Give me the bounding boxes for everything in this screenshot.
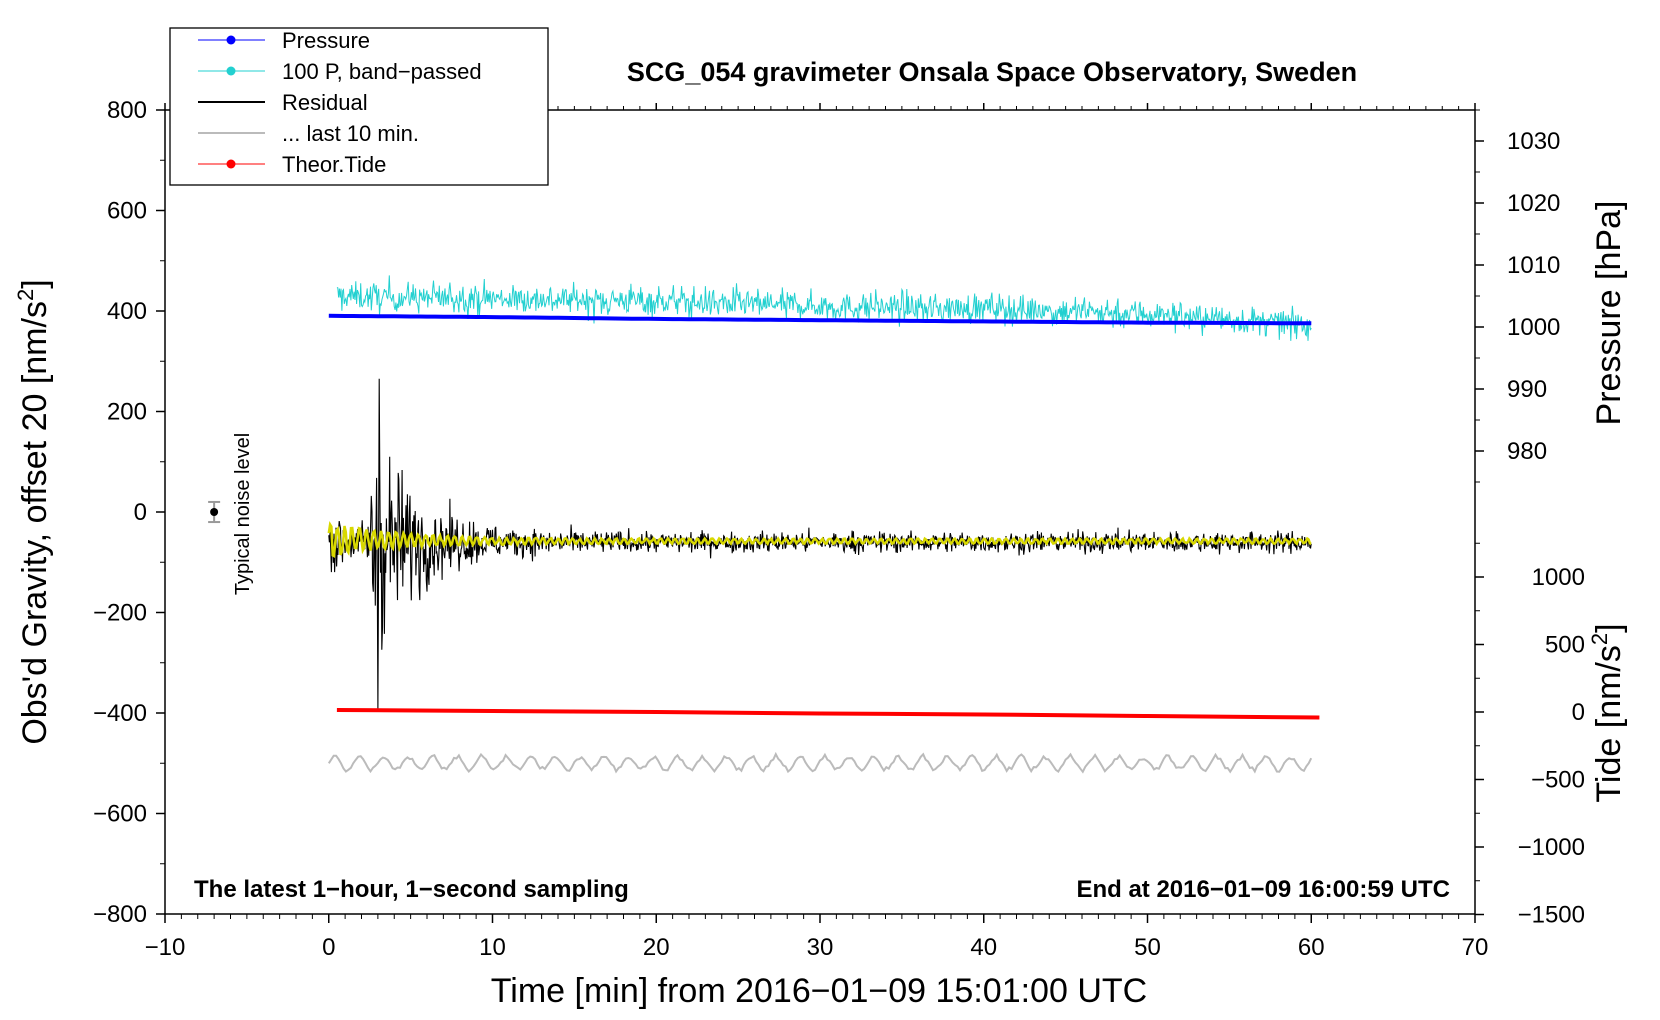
tide-axis-ticks: −1500 −1000 −500 0 500 1000 [1475, 542, 1585, 929]
y-tick-label: 0 [134, 499, 147, 526]
left-y-label-main: Obs'd Gravity, offset 20 [nm/s [16, 301, 54, 745]
tide-line [336, 708, 1320, 720]
filtered-residual-series [327, 520, 1312, 558]
sampling-note: The latest 1−hour, 1−second sampling [194, 876, 629, 903]
noise-marker [208, 500, 221, 524]
filtered-residual-line [327, 520, 1312, 558]
legend: Pressure 100 P, band−passed Residual ... la… [169, 27, 549, 186]
plot-frame [164, 109, 1476, 915]
chart-title: SCG_054 gravimeter Onsala Space Observat… [627, 57, 1357, 87]
pressure-axis-label: Pressure [hPa] [1590, 201, 1628, 426]
x-tick-label: 20 [643, 934, 670, 961]
x-tick-label: 40 [970, 934, 997, 961]
tide-axis-label: Tide [nm/s2] [1587, 623, 1628, 802]
pressure-axis-ticks: 980 990 1000 1010 1020 1030 [1475, 109, 1560, 483]
legend-label: 100 P, band−passed [282, 59, 482, 84]
last-10-min-series [327, 751, 1313, 774]
noise-level-label: Typical noise level [232, 433, 254, 595]
legend-box [169, 27, 549, 186]
legend-swatch-dot [226, 35, 236, 45]
pressure-tick-label: 1030 [1507, 128, 1560, 155]
y-tick-label: −200 [93, 600, 147, 627]
y-tick-label: 200 [107, 399, 147, 426]
plot-area [208, 275, 1320, 774]
x-tick-label: 70 [1462, 934, 1489, 961]
legend-label: Pressure [282, 28, 370, 53]
noise-point [210, 508, 219, 516]
y-tick-label: 800 [107, 97, 147, 124]
legend-entries: Pressure 100 P, band−passed Residual ... la… [198, 28, 482, 177]
x-tick-label: −10 [145, 934, 186, 961]
x-tick-label: 0 [322, 934, 335, 961]
bandpassed-pressure-series [336, 275, 1312, 341]
tide-label-end: ] [1590, 623, 1628, 632]
tide-tick-label: 500 [1545, 632, 1585, 659]
x-tick-label: 50 [1134, 934, 1161, 961]
tide-tick-label: −1500 [1518, 902, 1585, 929]
y-tick-label: −600 [93, 801, 147, 828]
y-tick-label: 600 [107, 198, 147, 225]
x-tick-label: 60 [1298, 934, 1325, 961]
left-y-axis-ticks: −800 −600 −400 −200 0 200 400 600 800 [93, 97, 165, 928]
last-10-min-line [327, 751, 1313, 774]
tide-tick-label: 0 [1572, 699, 1585, 726]
theoretical-tide-series [336, 708, 1320, 720]
pressure-tick-label: 1000 [1507, 314, 1560, 341]
legend-label: Residual [282, 90, 368, 115]
legend-swatch-dot [226, 159, 236, 169]
y-tick-label: 400 [107, 298, 147, 325]
pressure-tick-label: 980 [1507, 438, 1547, 465]
y-tick-label: −800 [93, 901, 147, 928]
tide-tick-label: −1000 [1518, 834, 1585, 861]
left-y-label-end: ] [16, 279, 54, 288]
left-y-axis-label: Obs'd Gravity, offset 20 [nm/s2] [13, 279, 54, 744]
x-tick-label: 10 [479, 934, 506, 961]
pressure-tick-label: 1020 [1507, 190, 1560, 217]
pressure-line [328, 313, 1312, 326]
x-axis-label: Time [min] from 2016−01−09 15:01:00 UTC [491, 972, 1147, 1010]
pressure-tick-label: 1010 [1507, 252, 1560, 279]
legend-label: ... last 10 min. [282, 121, 419, 146]
left-y-label-sup: 2 [13, 289, 38, 301]
tide-tick-label: −500 [1531, 767, 1585, 794]
x-tick-label: 30 [807, 934, 834, 961]
pressure-tick-label: 990 [1507, 376, 1547, 403]
x-axis-ticks: −10 0 10 20 30 40 50 60 70 [145, 103, 1489, 961]
tide-label-main: Tide [nm/s [1590, 645, 1628, 802]
bandpassed-line [336, 275, 1312, 341]
tide-tick-label: 1000 [1532, 564, 1585, 591]
end-time-note: End at 2016−01−09 16:00:59 UTC [1076, 876, 1450, 903]
tide-label-sup: 2 [1587, 633, 1612, 645]
y-tick-label: −400 [93, 700, 147, 727]
legend-swatch-dot [226, 66, 236, 76]
pressure-series [328, 313, 1312, 326]
legend-label: Theor.Tide [282, 152, 386, 177]
